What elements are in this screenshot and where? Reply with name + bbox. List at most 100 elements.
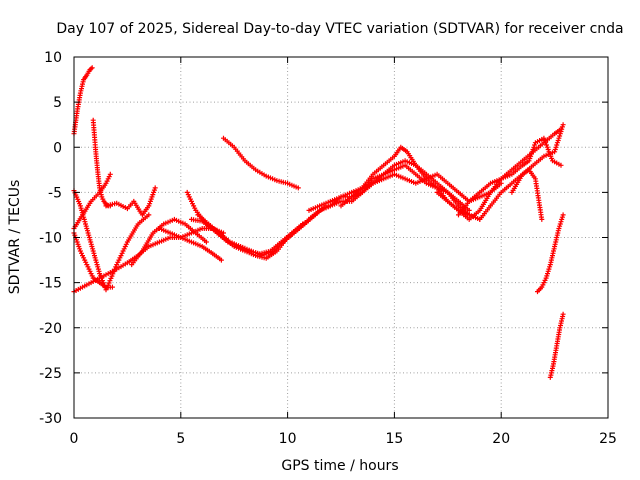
data-point (149, 194, 155, 200)
data-point (528, 153, 534, 159)
data-point (203, 239, 209, 245)
data-point (559, 126, 565, 132)
data-point (529, 149, 535, 155)
x-tick-label: 20 (492, 431, 510, 447)
data-point (546, 266, 552, 272)
data-point (146, 212, 152, 218)
data-point (152, 185, 158, 191)
data-point (93, 259, 99, 265)
y-tick-label: -20 (39, 321, 62, 337)
x-tick-label: 15 (385, 431, 403, 447)
data-point (185, 192, 191, 198)
y-axis-label: SDTVAR / TECUs (7, 180, 23, 295)
data-point (99, 275, 104, 281)
data-point (103, 287, 109, 293)
data-point (108, 275, 114, 281)
data-point (552, 149, 558, 155)
data-point (83, 223, 89, 229)
x-tick-label: 25 (599, 431, 617, 447)
data-point (545, 271, 550, 277)
data-points (71, 65, 566, 380)
x-tick-label: 10 (279, 431, 297, 447)
series-trace-04 (71, 188, 152, 293)
series-trace-06 (90, 117, 113, 209)
y-tick-label: -30 (39, 411, 62, 427)
data-point (547, 262, 553, 268)
data-point (218, 257, 224, 263)
data-point (552, 241, 558, 247)
x-axis-label: GPS time / hours (281, 458, 398, 474)
data-point (147, 198, 153, 204)
y-tick-label: 10 (44, 50, 62, 66)
data-point (79, 250, 84, 256)
data-point (86, 232, 92, 238)
data-point (557, 133, 563, 139)
data-point (147, 201, 153, 207)
data-point (100, 280, 106, 286)
data-point (119, 250, 125, 256)
y-tick-label: -5 (48, 185, 62, 201)
series-trace-13 (221, 135, 301, 191)
data-point (151, 189, 157, 195)
series-trace-15 (285, 158, 483, 240)
grid (74, 57, 608, 418)
data-point (116, 257, 122, 263)
data-point (89, 65, 95, 71)
data-point (92, 255, 98, 261)
data-point (72, 232, 78, 238)
x-tick-label: 0 (70, 431, 79, 447)
series-trace-16 (306, 171, 504, 213)
chart-title: Day 107 of 2025, Sidereal Day-to-day VTE… (56, 21, 623, 37)
series-trace-21 (509, 167, 545, 222)
series-trace-08 (129, 216, 209, 268)
data-point (558, 129, 564, 134)
data-point (553, 144, 559, 150)
data-point (466, 207, 472, 213)
data-point (539, 216, 545, 222)
data-point (79, 207, 85, 213)
y-tick-label: 5 (53, 95, 62, 111)
data-point (95, 264, 101, 270)
data-point (558, 219, 564, 225)
data-point (90, 248, 96, 254)
data-point (295, 185, 301, 191)
data-point (105, 282, 111, 288)
y-tick-label: 0 (53, 140, 62, 156)
axis-ticks: 0 5 10 15 20 25 10 5 0 -5 -10 -15 -20 -25 -30 (39, 50, 617, 447)
data-point (466, 212, 472, 218)
data-point (560, 122, 566, 128)
data-point (540, 282, 546, 288)
data-point (560, 212, 566, 218)
y-tick-label: -15 (39, 276, 62, 292)
data-point (559, 214, 565, 220)
data-point (556, 226, 562, 231)
data-point (547, 374, 553, 380)
data-point (107, 171, 113, 177)
x-tick-label: 5 (176, 431, 185, 447)
data-point (560, 311, 566, 317)
series-trace-22 (535, 212, 566, 295)
data-point (97, 271, 103, 277)
data-point (554, 142, 560, 148)
data-point (541, 135, 547, 141)
data-point (76, 244, 82, 249)
data-point (113, 264, 119, 270)
data-point (74, 239, 80, 245)
y-tick-label: -25 (39, 366, 62, 382)
data-point (112, 266, 118, 272)
data-point (98, 192, 104, 198)
data-point (544, 144, 550, 150)
series-trace-19 (456, 135, 564, 218)
data-point (110, 271, 116, 277)
data-point (532, 142, 538, 148)
data-point (526, 158, 532, 164)
data-point (543, 140, 549, 146)
data-point (98, 273, 103, 279)
data-point (107, 278, 113, 284)
series-trace-07 (103, 185, 158, 218)
data-point (558, 162, 564, 168)
data-point (531, 144, 537, 150)
data-point (555, 138, 561, 143)
data-point (111, 269, 117, 274)
